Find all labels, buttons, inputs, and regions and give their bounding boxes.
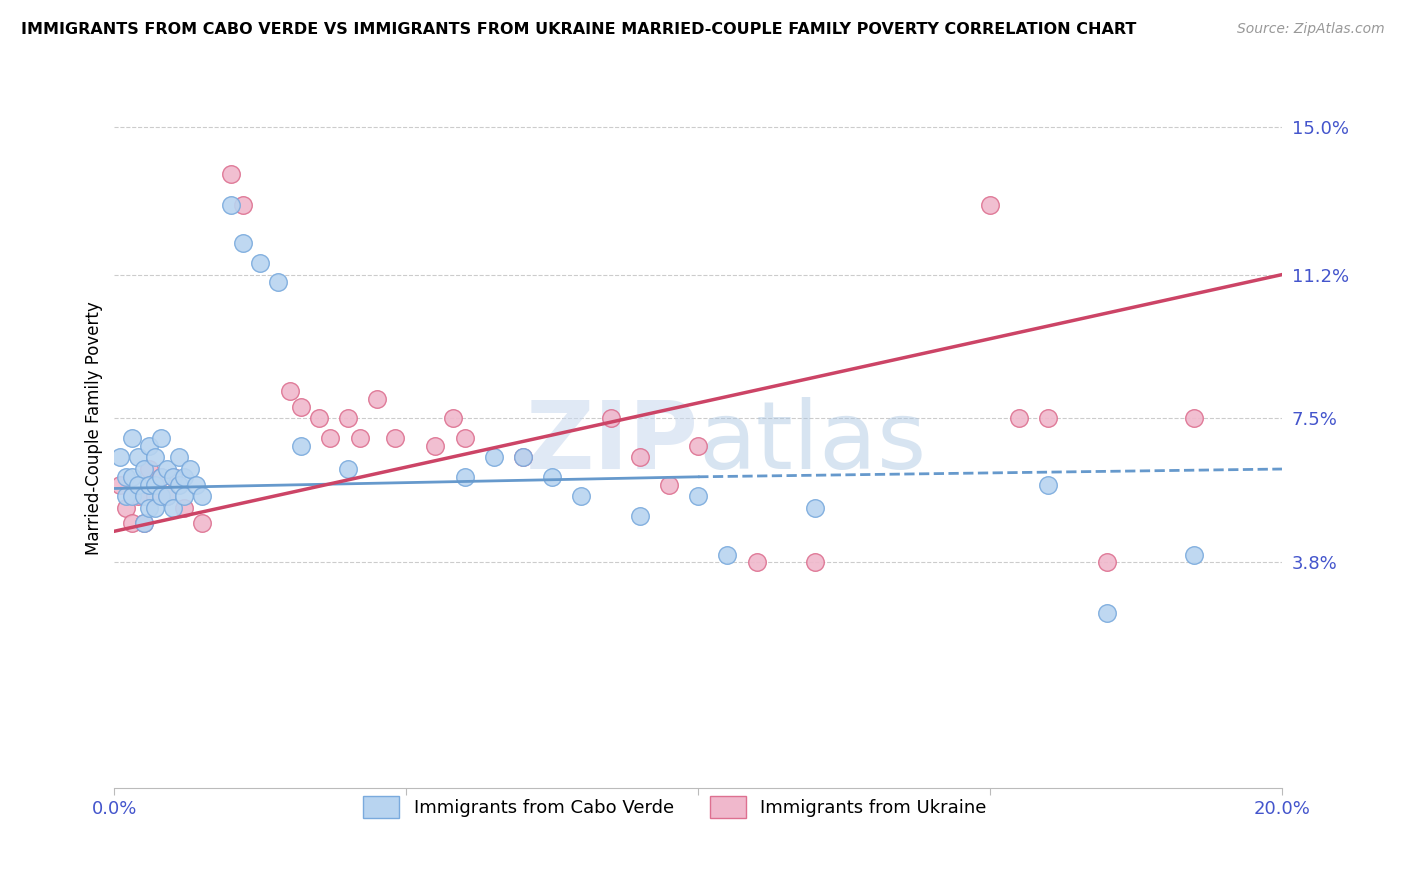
- Point: [156, 462, 179, 476]
- Point: [121, 470, 143, 484]
- Point: [290, 400, 312, 414]
- Point: [232, 197, 254, 211]
- Point: [156, 489, 179, 503]
- Point: [267, 276, 290, 290]
- Point: [278, 384, 301, 399]
- Point: [173, 470, 195, 484]
- Point: [150, 470, 173, 484]
- Point: [541, 470, 564, 484]
- Point: [441, 411, 464, 425]
- Point: [150, 431, 173, 445]
- Point: [121, 489, 143, 503]
- Point: [110, 477, 132, 491]
- Point: [115, 500, 138, 515]
- Point: [1038, 411, 1060, 425]
- Point: [143, 477, 166, 491]
- Point: [121, 516, 143, 531]
- Y-axis label: Married-Couple Family Poverty: Married-Couple Family Poverty: [86, 301, 103, 555]
- Point: [132, 516, 155, 531]
- Point: [688, 439, 710, 453]
- Point: [162, 470, 184, 484]
- Point: [186, 477, 208, 491]
- Text: ZIP: ZIP: [526, 397, 699, 489]
- Point: [716, 548, 738, 562]
- Point: [110, 450, 132, 465]
- Point: [138, 500, 160, 515]
- Point: [173, 500, 195, 515]
- Point: [162, 500, 184, 515]
- Point: [150, 470, 173, 484]
- Text: atlas: atlas: [699, 397, 927, 489]
- Point: [745, 555, 768, 569]
- Point: [384, 431, 406, 445]
- Point: [143, 489, 166, 503]
- Text: Source: ZipAtlas.com: Source: ZipAtlas.com: [1237, 22, 1385, 37]
- Point: [127, 489, 149, 503]
- Point: [191, 516, 214, 531]
- Point: [804, 500, 827, 515]
- Point: [132, 489, 155, 503]
- Point: [628, 450, 651, 465]
- Point: [143, 450, 166, 465]
- Point: [138, 439, 160, 453]
- Point: [132, 462, 155, 476]
- Point: [162, 470, 184, 484]
- Point: [1008, 411, 1031, 425]
- Point: [115, 489, 138, 503]
- Point: [1095, 555, 1118, 569]
- Point: [290, 439, 312, 453]
- Point: [127, 450, 149, 465]
- Point: [138, 477, 160, 491]
- Point: [658, 477, 681, 491]
- Point: [219, 167, 242, 181]
- Point: [512, 450, 534, 465]
- Point: [453, 470, 475, 484]
- Point: [688, 489, 710, 503]
- Point: [1095, 606, 1118, 620]
- Point: [349, 431, 371, 445]
- Point: [453, 431, 475, 445]
- Point: [336, 462, 359, 476]
- Legend: Immigrants from Cabo Verde, Immigrants from Ukraine: Immigrants from Cabo Verde, Immigrants f…: [356, 789, 994, 826]
- Point: [150, 489, 173, 503]
- Point: [232, 236, 254, 251]
- Point: [1184, 411, 1206, 425]
- Point: [167, 450, 190, 465]
- Point: [366, 392, 388, 406]
- Point: [628, 508, 651, 523]
- Point: [179, 462, 201, 476]
- Point: [115, 470, 138, 484]
- Point: [308, 411, 330, 425]
- Point: [249, 256, 271, 270]
- Point: [138, 462, 160, 476]
- Point: [127, 477, 149, 491]
- Point: [219, 197, 242, 211]
- Point: [319, 431, 342, 445]
- Text: IMMIGRANTS FROM CABO VERDE VS IMMIGRANTS FROM UKRAINE MARRIED-COUPLE FAMILY POVE: IMMIGRANTS FROM CABO VERDE VS IMMIGRANTS…: [21, 22, 1136, 37]
- Point: [191, 489, 214, 503]
- Point: [156, 489, 179, 503]
- Point: [979, 197, 1001, 211]
- Point: [804, 555, 827, 569]
- Point: [143, 500, 166, 515]
- Point: [512, 450, 534, 465]
- Point: [1184, 548, 1206, 562]
- Point: [132, 516, 155, 531]
- Point: [121, 431, 143, 445]
- Point: [482, 450, 505, 465]
- Point: [599, 411, 621, 425]
- Point: [173, 489, 195, 503]
- Point: [571, 489, 593, 503]
- Point: [425, 439, 447, 453]
- Point: [167, 477, 190, 491]
- Point: [336, 411, 359, 425]
- Point: [1038, 477, 1060, 491]
